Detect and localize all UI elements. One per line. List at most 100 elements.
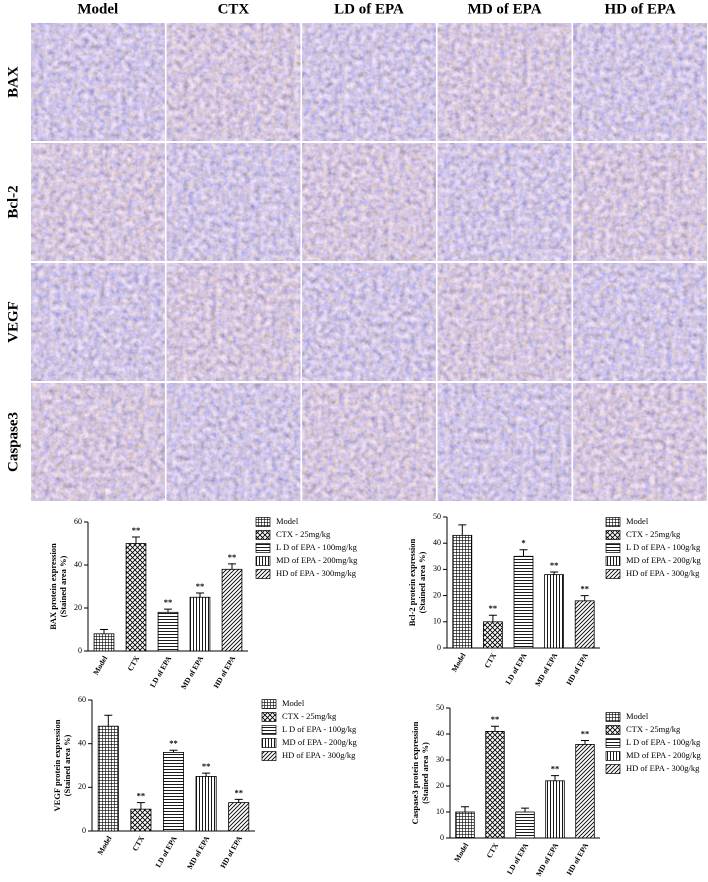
significance: * xyxy=(521,538,525,548)
y-tick-label: 40 xyxy=(433,538,441,547)
bar xyxy=(125,543,147,652)
y-tick-label: 50 xyxy=(436,703,444,712)
row-label: VEGF xyxy=(5,301,21,343)
column-label: LD of EPA xyxy=(334,1,404,17)
y-tick-label: 60 xyxy=(74,517,82,526)
legend-swatch xyxy=(605,543,621,553)
x-tick-label: LD of EPA xyxy=(503,651,529,686)
legend-swatch xyxy=(261,738,277,748)
x-tick-label: LD of EPA xyxy=(148,654,174,689)
micrograph xyxy=(31,23,165,141)
micrograph xyxy=(31,143,165,261)
legend-label: L D of EPA - 100g/kg xyxy=(626,737,701,747)
legend-label: CTX - 25mg/kg xyxy=(626,529,681,539)
micrograph xyxy=(302,23,436,141)
legend-swatch xyxy=(261,699,277,709)
micrograph xyxy=(573,23,707,141)
error-bar xyxy=(461,806,469,812)
significance: ** xyxy=(196,581,205,591)
legend-label: MD of EPA - 200mg/kg xyxy=(276,555,358,565)
micrograph-grid: Model CTX LD of EPA MD of EPA HD of EPA BAX Bc… xyxy=(5,1,707,501)
significance: ** xyxy=(228,552,237,562)
legend-label: CTX - 25mg/kg xyxy=(282,711,337,721)
error-bar xyxy=(580,595,589,601)
error-bar xyxy=(234,798,243,803)
row-label: Bcl-2 xyxy=(5,185,21,218)
bar xyxy=(97,725,119,832)
legend-swatch xyxy=(605,530,621,540)
micrograph xyxy=(573,263,707,381)
significance: ** xyxy=(551,764,560,774)
bar xyxy=(221,568,243,652)
significance: ** xyxy=(581,728,590,738)
charts: 0 20 40 60 BAX protein expression (Stained ar… xyxy=(48,512,702,878)
y-tick-label: 20 xyxy=(74,603,82,612)
y-tick-label: 20 xyxy=(436,781,444,790)
error-bar xyxy=(132,536,140,544)
y-tick-label: 10 xyxy=(436,807,444,816)
micrograph xyxy=(302,143,436,261)
y-axis-label: BAX protein expression xyxy=(48,543,58,630)
significance: ** xyxy=(137,791,146,801)
y-tick-label: 30 xyxy=(436,755,444,764)
y-tick-label: 0 xyxy=(82,826,86,835)
error-bar xyxy=(164,608,172,613)
bar xyxy=(483,621,503,649)
y-tick-label: 10 xyxy=(433,617,441,626)
row-label: Caspase3 xyxy=(5,412,21,472)
x-tick-label: Model xyxy=(452,841,470,863)
micrograph xyxy=(437,383,572,501)
bar xyxy=(455,811,475,839)
y-tick-label: 30 xyxy=(433,564,441,573)
x-tick-label: MD of EPA xyxy=(179,654,206,691)
y-tick-label: 40 xyxy=(74,560,82,569)
legend-label: Model xyxy=(276,516,299,526)
legend-swatch xyxy=(255,543,271,553)
micrograph xyxy=(573,143,707,261)
significance: ** xyxy=(580,584,589,594)
x-tick-label: CTX xyxy=(482,651,498,670)
x-tick-label: CTX xyxy=(126,654,142,673)
legend-swatch xyxy=(261,751,277,761)
legend-swatch xyxy=(605,712,621,722)
x-tick-label: Model xyxy=(91,654,109,676)
bar xyxy=(228,802,250,832)
legend-label: MD of EPA - 200g/kg xyxy=(282,737,358,747)
bar xyxy=(157,611,179,652)
bar xyxy=(545,780,565,839)
significance: ** xyxy=(169,738,178,748)
bar xyxy=(195,776,217,832)
legend-label: HD of EPA - 300g/kg xyxy=(626,568,700,578)
legend-swatch xyxy=(261,725,277,735)
error-bar xyxy=(491,725,499,732)
error-bar xyxy=(202,772,211,777)
error-bar xyxy=(581,740,589,745)
bar xyxy=(574,600,595,649)
column-label: Model xyxy=(77,1,118,17)
y-axis-label: (Stained area %) xyxy=(420,742,430,804)
legend-swatch xyxy=(605,738,621,748)
legend-swatch xyxy=(605,764,621,774)
legend-label: HD of EPA - 300mg/kg xyxy=(276,568,357,578)
legend-label: Model xyxy=(626,516,649,526)
micrograph xyxy=(31,383,165,501)
y-axis-label: VEGF protein expression xyxy=(52,719,62,811)
x-tick-label: LD of EPA xyxy=(153,834,179,869)
bar xyxy=(93,633,115,652)
error-bar xyxy=(136,802,145,810)
row-label: BAX xyxy=(5,66,21,98)
error-bar xyxy=(228,563,236,570)
x-tick-label: Model xyxy=(96,834,114,856)
micrograph xyxy=(573,383,707,501)
legend-label: L D of EPA - 100g/kg xyxy=(626,542,701,552)
bar xyxy=(130,808,152,832)
y-axis-label: Bcl-2 protein expression xyxy=(407,538,417,626)
legend-label: Model xyxy=(282,698,305,708)
y-axis-label: Caspase3 protein expression xyxy=(410,721,420,824)
micrograph xyxy=(437,263,572,381)
error-bar xyxy=(521,807,529,812)
significance: ** xyxy=(234,787,243,797)
micrograph xyxy=(302,383,436,501)
error-bar xyxy=(488,614,497,622)
column-label: CTX xyxy=(218,1,250,17)
